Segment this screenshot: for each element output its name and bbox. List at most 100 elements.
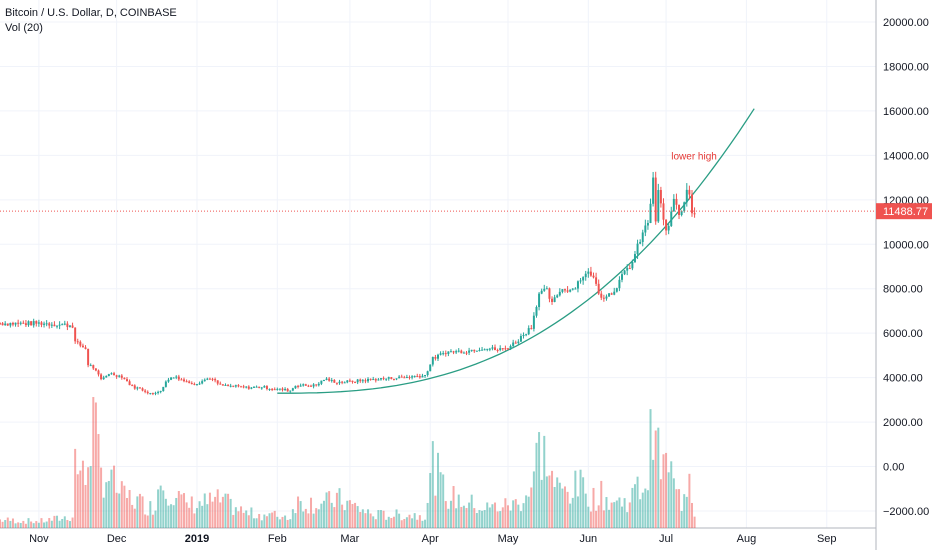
volume-bar: [602, 510, 605, 528]
volume-bar: [315, 508, 318, 528]
volume-bar: [188, 507, 191, 528]
candle-body: [387, 377, 390, 379]
volume-bar: [646, 490, 649, 528]
volume-bar: [563, 486, 566, 528]
volume-bar: [333, 507, 336, 528]
candle-body: [258, 386, 261, 388]
candle-body: [120, 375, 123, 378]
candle-body: [115, 375, 118, 377]
volume-bar: [379, 510, 382, 528]
volume-bar: [167, 505, 170, 528]
last-price-badge: [876, 203, 932, 220]
candle-body: [556, 295, 559, 298]
volume-bar: [449, 500, 452, 528]
candle-body: [405, 377, 408, 379]
x-tick-label: Mar: [340, 533, 359, 545]
volume-bar: [341, 504, 344, 528]
volume-bar: [543, 435, 546, 528]
volume-bar: [615, 500, 618, 528]
x-tick-label: 2019: [185, 533, 209, 545]
volume-bar: [600, 480, 603, 528]
volume-bar: [667, 472, 670, 528]
volume-bar: [208, 492, 211, 528]
volume-bar: [6, 517, 9, 528]
volume-bar: [320, 503, 323, 528]
candle-body: [294, 385, 297, 389]
candle-body: [107, 374, 110, 376]
volume-bar: [462, 505, 465, 528]
candle-body: [683, 202, 686, 212]
candle-body: [657, 190, 660, 222]
candle-body: [9, 322, 12, 326]
candle-body: [0, 323, 1, 325]
volume-bar: [294, 513, 297, 528]
candle-body: [592, 275, 595, 278]
candle-body: [494, 347, 497, 350]
candle-body: [92, 365, 95, 369]
volume-bar: [79, 470, 82, 528]
volume-bar: [621, 506, 624, 528]
candle-body: [260, 387, 263, 389]
volume-bar: [377, 510, 380, 528]
volume-bar: [328, 491, 331, 528]
volume-bar: [540, 479, 543, 528]
candle-body: [579, 280, 582, 282]
candle-body: [164, 381, 167, 387]
volume-bar: [125, 497, 128, 528]
candle-body: [320, 380, 323, 384]
volume-bar: [398, 513, 401, 528]
volume-bar: [488, 507, 491, 528]
candle-body: [361, 380, 364, 382]
volume-bar: [652, 459, 655, 528]
candle-body: [613, 291, 616, 295]
volume-bar: [195, 508, 198, 528]
candle-body: [416, 376, 419, 378]
volume-bar: [22, 520, 25, 528]
candle-body: [325, 378, 328, 381]
candle-body: [105, 375, 108, 378]
volume-bar: [102, 497, 105, 528]
candle-body: [74, 327, 77, 342]
candle-body: [263, 386, 266, 388]
volume-bar: [89, 466, 92, 528]
volume-bar: [631, 487, 634, 528]
candle-body: [299, 385, 302, 387]
volume-bar: [685, 496, 688, 528]
volume-bar: [501, 507, 504, 528]
volume-bar: [43, 522, 46, 528]
candle-body: [506, 348, 509, 350]
y-tick-label: 20000.00: [883, 17, 929, 29]
candle-body: [322, 380, 325, 382]
candle-body: [188, 381, 191, 384]
candle-body: [268, 388, 271, 390]
volume-bar: [444, 501, 447, 528]
volume-bar: [286, 519, 289, 528]
volume-bar: [177, 491, 180, 528]
volume-bar: [683, 494, 686, 528]
candle-body: [128, 381, 131, 386]
candle-body: [475, 350, 478, 352]
volume-bar: [499, 511, 502, 528]
volume-bar: [84, 484, 87, 528]
candle-body: [118, 375, 121, 377]
volume-bar: [364, 513, 367, 528]
volume-bar: [413, 513, 416, 528]
candle-body: [45, 323, 48, 325]
candle-body: [177, 376, 180, 380]
volume-bar: [566, 491, 569, 528]
candle-body: [641, 232, 644, 242]
candle-body: [455, 351, 458, 353]
candle-body: [144, 390, 147, 392]
volume-bar: [170, 504, 173, 528]
candle-body: [584, 273, 587, 278]
candle-body: [605, 296, 608, 299]
candle-body: [37, 322, 40, 324]
candle-body: [558, 291, 561, 296]
candle-body: [670, 211, 673, 226]
candle-body: [589, 271, 592, 276]
candle-body: [488, 348, 491, 350]
candle-body: [170, 377, 173, 380]
candle-body: [302, 384, 305, 386]
